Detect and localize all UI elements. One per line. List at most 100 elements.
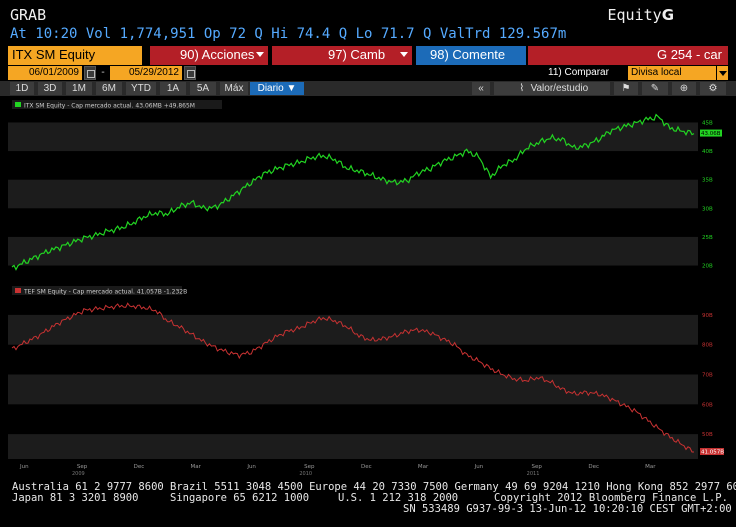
y-tick-label: 30B [702, 206, 713, 212]
x-axis: Jun Sep Dec Mar Jun Sep Dec Mar Jun Sep Dec Mar 2009… [8, 460, 728, 480]
y-axis-ticks: 90B 80B 70B 60B 50B [702, 313, 713, 438]
x-tick-label: Jun [474, 464, 484, 470]
chart-background [8, 283, 728, 459]
x-tick-label: Dec [134, 464, 145, 470]
chart-band [8, 374, 698, 405]
end-date-field[interactable]: 05/29/2012 [110, 66, 182, 80]
footer-singapore: Singapore 65 6212 1000 [170, 492, 310, 504]
frequency-select[interactable]: Diario ▼ [250, 82, 304, 95]
x-tick-label: Mar [191, 464, 202, 470]
y-tick-label: 45B [702, 120, 713, 126]
acciones-button[interactable]: 90) Acciones [150, 46, 268, 65]
period-max-button[interactable]: Máx [220, 82, 248, 95]
x-tick-label: Jun [246, 464, 256, 470]
chart-band [8, 236, 698, 266]
chart-band [8, 179, 698, 209]
chart-bands [8, 314, 698, 464]
date-separator: - [100, 67, 107, 78]
x-year-label: 2011 [527, 471, 540, 477]
last-value-label: 41.057B [701, 450, 724, 456]
currency-select[interactable]: Divisa local [628, 66, 716, 80]
chart-bands [8, 122, 698, 266]
period-6m-button[interactable]: 6M [96, 82, 122, 95]
app-title: GRAB [10, 6, 47, 24]
y-tick-label: 35B [702, 178, 713, 184]
chart-band [8, 122, 698, 152]
collapse-button[interactable]: « [472, 82, 490, 95]
footer-copyright: Copyright 2012 Bloomberg Finance L.P. [494, 492, 728, 504]
x-tick-label: Sep [532, 464, 543, 470]
tef-series-line [11, 302, 694, 453]
legend-box [12, 286, 182, 295]
footer-phones: Australia 61 2 9777 8600 Brazil 5511 304… [12, 481, 736, 493]
legend-swatch [15, 288, 21, 293]
x-tick-label: Sep [304, 464, 315, 470]
legend-text: ITX SM Equity - Cap mercado actual. 43.0… [24, 103, 195, 110]
calendar-icon[interactable] [184, 66, 196, 80]
tef-chart[interactable]: 90B 80B 70B 60B 50B TEF SM Equity - Cap merc… [8, 283, 728, 464]
x-tick-label: Mar [418, 464, 429, 470]
itx-chart-panel[interactable]: 45B 40B 35B 30B 25B 20B ITX SM Equity - Cap m… [8, 97, 728, 281]
gear-icon[interactable]: ⚙ [700, 82, 726, 95]
legend-swatch [15, 102, 21, 107]
footer-us: U.S. 1 212 318 2000 [338, 492, 459, 504]
chart-band [8, 434, 698, 464]
comente-button[interactable]: 98) Comente [416, 46, 526, 65]
title-bar: GRAB EquityG [0, 2, 736, 26]
itx-chart[interactable]: 45B 40B 35B 30B 25B 20B ITX SM Equity - Cap m… [8, 97, 728, 281]
calendar-icon[interactable] [84, 66, 96, 80]
x-year-label: 2010 [299, 471, 312, 477]
period-toolbar: 1D 3D 1M 6M YTD 1A 5A Máx Diario ▼ « ⌇ V… [0, 81, 736, 96]
add-icon[interactable]: ⊕ [672, 82, 696, 95]
x-axis-labels: Jun Sep Dec Mar Jun Sep Dec Mar Jun Sep Dec Mar 2009… [19, 464, 656, 477]
last-value-tag [700, 129, 722, 137]
y-tick-label: 50B [702, 432, 713, 438]
x-year-label: 2009 [72, 471, 85, 477]
start-date-field[interactable]: 06/01/2009 [8, 66, 82, 80]
x-tick-label: Sep [77, 464, 88, 470]
legend-text: TEF SM Equity - Cap mercado actual. 41.0… [23, 289, 187, 296]
analysis-button[interactable]: ⌇ Valor/estudio [494, 82, 610, 95]
chevron-down-icon [256, 52, 264, 57]
function-code[interactable]: G 254 - car [528, 46, 728, 65]
y-tick-label: 60B [702, 402, 713, 408]
itx-series-line [11, 113, 695, 271]
period-ytd-button[interactable]: YTD [126, 82, 156, 95]
period-1m-button[interactable]: 1M [66, 82, 92, 95]
brand-label: EquityG [607, 6, 675, 24]
last-value-tag [700, 448, 724, 456]
y-tick-label: 40B [702, 149, 713, 155]
last-value-label: 43.06B [701, 131, 721, 137]
tef-chart-panel[interactable]: 90B 80B 70B 60B 50B TEF SM Equity - Cap merc… [8, 283, 728, 464]
footer-serial: SN 533489 G937-99-3 13-Jun-12 10:20:10 C… [403, 503, 732, 515]
quote-line: At 10:20 Vol 1,774,951 Op 72 Q Hi 74.4 Q… [10, 26, 567, 42]
period-5a-button[interactable]: 5A [190, 82, 216, 95]
line-chart-icon: ⌇ [519, 83, 525, 94]
compare-button[interactable]: 11) Comparar [548, 67, 609, 78]
footer: Australia 61 2 9777 8600 Brazil 5511 304… [0, 481, 736, 527]
y-tick-label: 20B [702, 264, 713, 270]
period-1a-button[interactable]: 1A [160, 82, 186, 95]
footer-japan: Japan 81 3 3201 8900 [12, 492, 139, 504]
period-3d-button[interactable]: 3D [38, 82, 62, 95]
x-tick-label: Dec [361, 464, 372, 470]
camb-button[interactable]: 97) Camb [272, 46, 412, 65]
x-tick-label: Dec [588, 464, 599, 470]
y-tick-label: 90B [702, 313, 713, 319]
x-tick-label: Jun [19, 464, 29, 470]
command-bar: ITX SM Equity 90) Acciones 97) Camb 98) … [0, 46, 736, 65]
x-tick-label: Mar [645, 464, 656, 470]
legend-box [12, 100, 222, 109]
y-tick-label: 80B [702, 343, 713, 349]
y-tick-label: 70B [702, 373, 713, 379]
edit-icon[interactable]: ✎ [642, 82, 668, 95]
date-range-row: 06/01/2009 - 05/29/2012 11) Comparar Div… [0, 66, 736, 80]
y-tick-label: 25B [702, 235, 713, 241]
chart-band [8, 314, 698, 345]
ticker-input[interactable]: ITX SM Equity [8, 46, 142, 65]
chevron-down-icon[interactable] [716, 66, 728, 80]
period-1d-button[interactable]: 1D [10, 82, 34, 95]
y-axis-ticks: 45B 40B 35B 30B 25B 20B [702, 120, 713, 269]
bookmark-icon[interactable]: ⚑ [614, 82, 638, 95]
chevron-down-icon [400, 52, 408, 57]
